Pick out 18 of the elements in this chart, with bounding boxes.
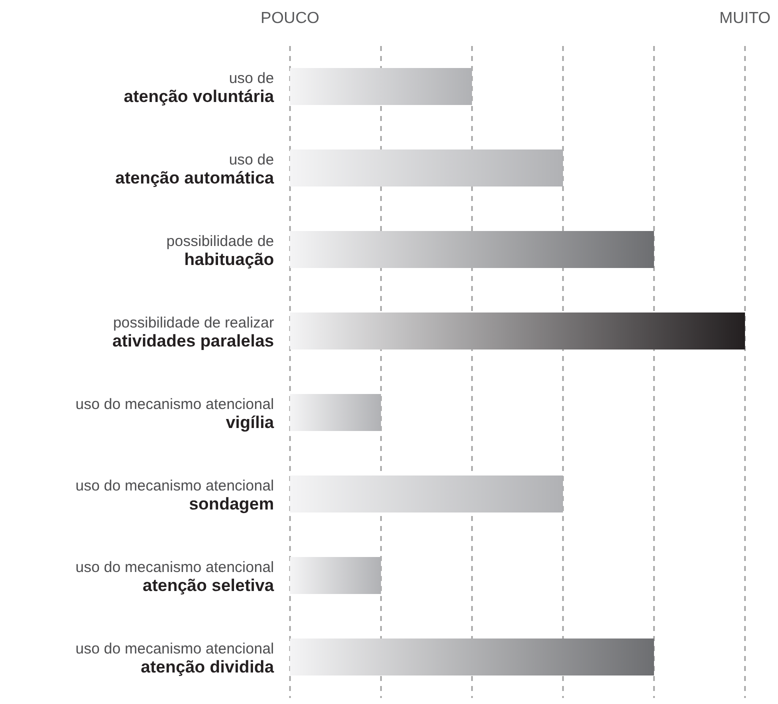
bar bbox=[290, 150, 563, 186]
y-tick-label: possibilidade de realizar atividades paralelas bbox=[112, 314, 274, 350]
y-tick-label: uso de atenção automática bbox=[115, 151, 275, 188]
bar bbox=[290, 638, 654, 676]
bar bbox=[290, 231, 654, 268]
bar bbox=[290, 68, 472, 105]
bar bbox=[290, 476, 563, 512]
text: MUITO bbox=[718, 10, 772, 28]
text: POUCO bbox=[260, 10, 320, 28]
y-tick-label: uso do mecanismo atencional atenção seletiva bbox=[76, 558, 275, 595]
y-tick-label: uso de atenção voluntária bbox=[124, 70, 275, 106]
bar bbox=[290, 394, 381, 431]
y-tick-label: uso do mecanismo atencional vigília bbox=[76, 396, 275, 432]
y-tick-label: possibilidade de habituação bbox=[166, 232, 274, 269]
bar bbox=[290, 557, 381, 594]
bar bbox=[290, 312, 745, 350]
y-tick-label: uso do mecanismo atencional sondagem bbox=[76, 477, 274, 514]
y-tick-label: uso do mecanismo atencional atenção dividida bbox=[76, 640, 275, 676]
